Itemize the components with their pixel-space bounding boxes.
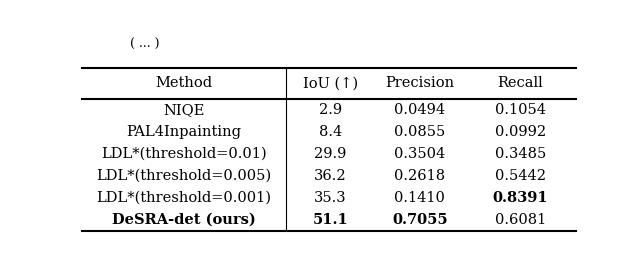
Text: 8.4: 8.4	[319, 125, 342, 139]
Text: IoU (↑): IoU (↑)	[303, 77, 358, 90]
Text: 0.0494: 0.0494	[394, 103, 445, 117]
Text: LDL*(threshold=0.005): LDL*(threshold=0.005)	[97, 169, 272, 183]
Text: Method: Method	[156, 77, 212, 90]
Text: 0.3504: 0.3504	[394, 147, 445, 161]
Text: 29.9: 29.9	[314, 147, 347, 161]
Text: 2.9: 2.9	[319, 103, 342, 117]
Text: 0.6081: 0.6081	[495, 213, 546, 227]
Text: 0.5442: 0.5442	[495, 169, 546, 183]
Text: 0.8391: 0.8391	[492, 191, 548, 205]
Text: 0.1410: 0.1410	[394, 191, 445, 205]
Text: 0.7055: 0.7055	[392, 213, 447, 227]
Text: 35.3: 35.3	[314, 191, 347, 205]
Text: NIQE: NIQE	[163, 103, 205, 117]
Text: Precision: Precision	[385, 77, 454, 90]
Text: 36.2: 36.2	[314, 169, 347, 183]
Text: 0.2618: 0.2618	[394, 169, 445, 183]
Text: 0.0855: 0.0855	[394, 125, 445, 139]
Text: 51.1: 51.1	[312, 213, 348, 227]
Text: LDL*(threshold=0.001): LDL*(threshold=0.001)	[97, 191, 271, 205]
Text: LDL*(threshold=0.01): LDL*(threshold=0.01)	[101, 147, 267, 161]
Text: 0.3485: 0.3485	[495, 147, 546, 161]
Text: Recall: Recall	[497, 77, 543, 90]
Text: ( ... ): ( ... )	[130, 37, 159, 51]
Text: DeSRA-det (ours): DeSRA-det (ours)	[112, 213, 256, 227]
Text: PAL4Inpainting: PAL4Inpainting	[127, 125, 242, 139]
Text: 0.1054: 0.1054	[495, 103, 546, 117]
Text: 0.0992: 0.0992	[495, 125, 546, 139]
